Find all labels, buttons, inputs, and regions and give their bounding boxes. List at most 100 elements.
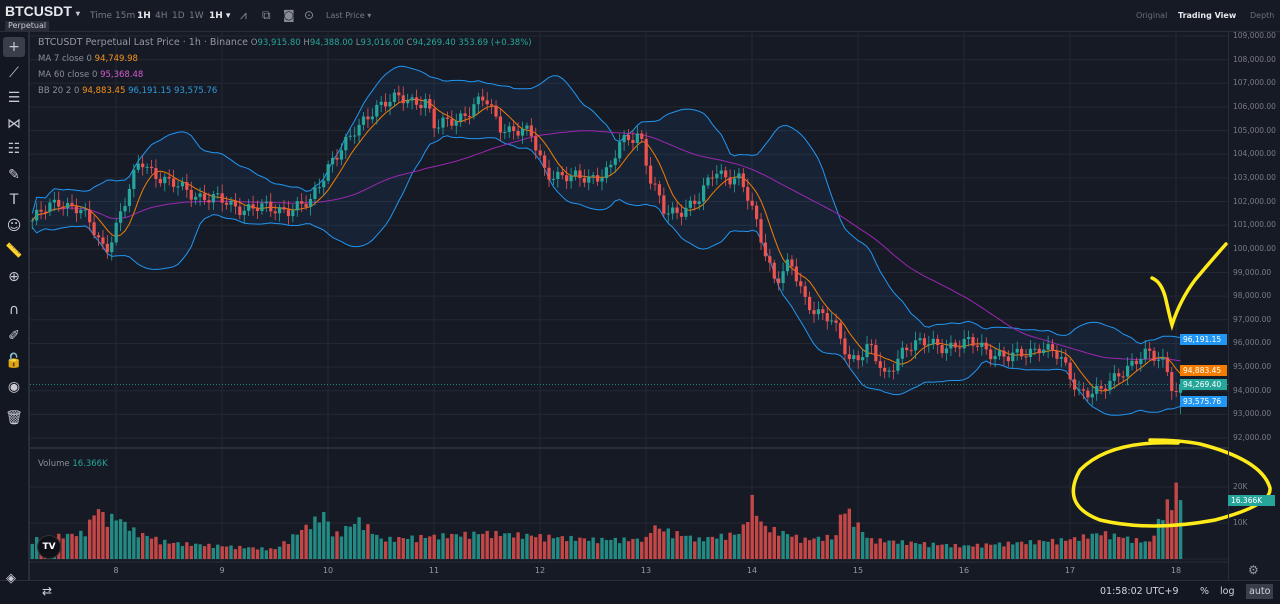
candle-body: [136, 163, 140, 170]
text-tool[interactable]: T: [3, 190, 25, 210]
volume-bar: [154, 536, 158, 559]
crosshair-tool[interactable]: +: [3, 37, 25, 57]
chart-settings-gear-icon[interactable]: ⚙: [1248, 563, 1259, 577]
candle-body: [626, 134, 631, 141]
candle-body: [242, 210, 246, 216]
bb-legend[interactable]: BB 20 2 0 94,883.45 96,191.15 93,575.76: [38, 86, 217, 96]
emoji-tool[interactable]: ☺: [3, 216, 25, 236]
volume-legend[interactable]: Volume 16.366K: [38, 459, 108, 469]
volume-bar: [145, 535, 149, 559]
candle-body: [900, 347, 904, 359]
symbol-name: BTCUSDT: [5, 3, 72, 19]
volume-bar: [617, 543, 622, 559]
interval-15m[interactable]: 15m: [115, 11, 136, 21]
horizontal-lines-tool[interactable]: ☰: [3, 88, 25, 108]
settings-circle-icon[interactable]: ⊙: [304, 8, 315, 22]
symbol-selector[interactable]: BTCUSDT ▾: [5, 3, 80, 22]
camera-icon[interactable]: ◙: [283, 8, 295, 22]
volume-bar: [887, 540, 891, 559]
volume-bar: [1055, 544, 1059, 559]
candle-body: [746, 187, 750, 201]
brush-tool[interactable]: ✎: [3, 165, 25, 185]
interval-4h[interactable]: 4H: [155, 11, 168, 21]
tradingview-logo[interactable]: TV: [37, 535, 61, 559]
eye-tool[interactable]: ◉: [3, 377, 25, 397]
volume-bar: [1011, 544, 1015, 559]
log-toggle[interactable]: log: [1220, 586, 1235, 597]
chart-legend: BTCUSDT Perpetual Last Price · 1h · Bina…: [38, 37, 532, 48]
interval-1d[interactable]: 1D: [172, 11, 185, 21]
layers-icon[interactable]: ◈: [6, 571, 16, 586]
candle-body: [39, 209, 43, 212]
lock-tool[interactable]: 🔓: [3, 351, 25, 371]
price-axis-label: 100,000.00: [1233, 243, 1276, 253]
interval-time[interactable]: Time: [90, 11, 113, 21]
ruler-tool[interactable]: 📏: [3, 241, 25, 261]
candle-body: [1068, 362, 1072, 380]
interval-dropdown[interactable]: 1H ▾: [209, 11, 231, 21]
eye-icon: ◉: [7, 378, 21, 395]
candle-body: [357, 124, 361, 136]
volume-bar: [772, 526, 776, 559]
view-trading-view[interactable]: Trading View: [1178, 11, 1237, 20]
volume-bar: [591, 537, 595, 559]
candle-body: [189, 189, 193, 200]
auto-toggle[interactable]: auto: [1246, 584, 1274, 599]
candle-body: [397, 92, 401, 96]
candle-body: [74, 206, 79, 214]
price-type-dropdown[interactable]: Last Price ▾: [326, 11, 372, 20]
view-original[interactable]: Original: [1136, 11, 1168, 20]
candle-body: [379, 101, 383, 105]
candle-body: [1024, 356, 1028, 358]
ma7-legend[interactable]: MA 7 close 0 94,749.98: [38, 54, 138, 64]
zoom-in-tool[interactable]: ⊕: [3, 267, 25, 287]
volume-bar: [944, 543, 949, 559]
lock-drawing-tool[interactable]: ✐: [3, 326, 25, 346]
indicators-icon[interactable]: ⧉: [262, 8, 271, 22]
volume-bar: [423, 537, 428, 559]
price-axis[interactable]: [1228, 31, 1280, 580]
volume-bar: [560, 536, 564, 559]
candle-body: [141, 163, 145, 168]
volume-bar: [688, 535, 693, 559]
fib-retracement-tool[interactable]: ☷: [3, 139, 25, 159]
volume-bar: [865, 537, 869, 559]
bb-lower-value: 93,575.76: [174, 86, 218, 96]
percent-toggle[interactable]: %: [1200, 586, 1210, 597]
volume-bar: [255, 549, 260, 559]
trash-tool[interactable]: 🗑: [3, 408, 25, 428]
trendline-tool[interactable]: ⟋: [3, 63, 25, 83]
interval-1w[interactable]: 1W: [189, 11, 204, 21]
pitchfork-tool[interactable]: ⋈: [3, 114, 25, 134]
candle-body: [414, 97, 419, 105]
candle-body: [344, 136, 348, 151]
volume-bar: [785, 534, 790, 559]
price-axis-label: 97,000.00: [1233, 314, 1272, 324]
candle-body: [560, 171, 564, 176]
candle-body: [330, 157, 335, 165]
ma60-legend[interactable]: MA 60 close 0 95,368.48: [38, 70, 143, 80]
candle-body: [255, 208, 260, 212]
magnet-tool[interactable]: ∩: [3, 300, 25, 320]
candle-body: [406, 100, 410, 104]
candle-body: [264, 201, 268, 204]
interval-1h[interactable]: 1H: [137, 11, 151, 21]
candle-body: [830, 320, 834, 322]
candle-body: [454, 121, 458, 126]
date-range-icon[interactable]: ⇄: [42, 584, 53, 598]
candle-body: [388, 101, 392, 107]
volume-bar: [348, 526, 352, 559]
volume-bar: [856, 522, 860, 559]
volume-bar: [551, 538, 556, 559]
candle-body: [542, 155, 547, 168]
volume-bar: [640, 541, 644, 559]
volume-bar: [428, 536, 432, 559]
volume-bar: [542, 541, 547, 559]
candle-body: [1125, 365, 1130, 377]
low-label: L: [355, 38, 361, 48]
candle-body: [229, 200, 233, 205]
chart-type-icon[interactable]: ⩘: [240, 8, 247, 22]
view-depth[interactable]: Depth: [1250, 11, 1275, 20]
volume-bar: [988, 544, 993, 559]
